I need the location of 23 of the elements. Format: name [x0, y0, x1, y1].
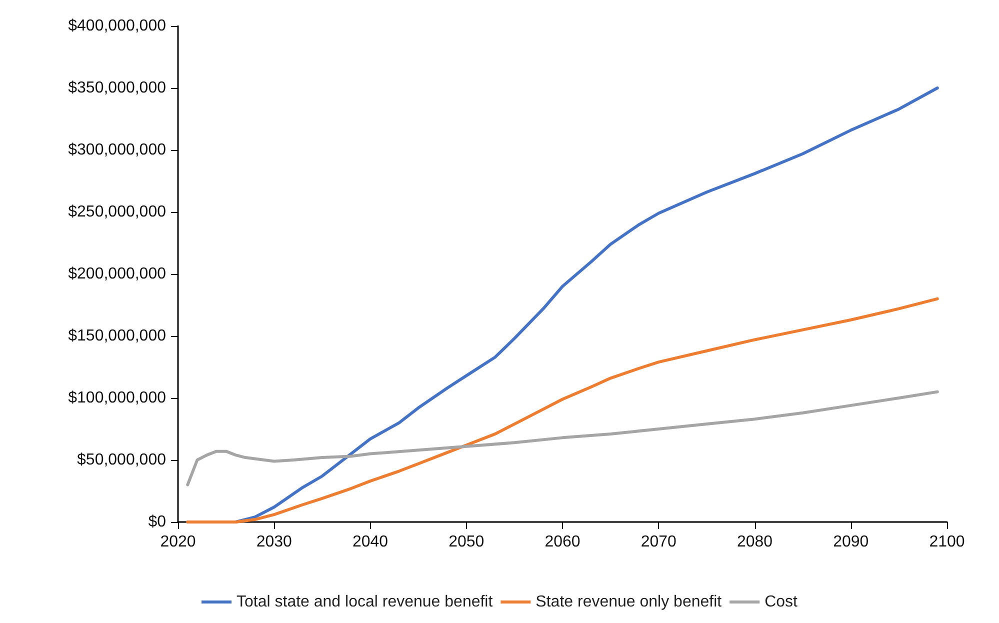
- y-tick-label: $400,000,000: [68, 18, 166, 34]
- x-tick-label: 2050: [448, 534, 484, 550]
- line-series: [186, 297, 939, 524]
- x-tick-label: 2090: [833, 534, 869, 550]
- legend-label: Cost: [764, 594, 798, 610]
- x-tick-label: 2070: [640, 534, 677, 550]
- x-tick-label: 2060: [544, 534, 580, 550]
- x-tick-label: 2100: [929, 534, 965, 550]
- y-tick-label: $200,000,000: [68, 266, 166, 282]
- x-tick-label: 2080: [736, 534, 773, 550]
- y-tick-label: $350,000,000: [68, 80, 166, 96]
- y-tick-label: $250,000,000: [68, 204, 166, 220]
- legend-label: Total state and local revenue benefit: [236, 594, 494, 610]
- y-tick-label: $100,000,000: [68, 390, 166, 406]
- y-tick-label: $0: [148, 514, 166, 530]
- x-tick-label: 2030: [256, 534, 292, 550]
- y-tick-label: $150,000,000: [68, 328, 166, 344]
- x-tick-label: 2040: [352, 534, 388, 550]
- y-tick-label: $300,000,000: [68, 142, 166, 158]
- y-tick-label: $50,000,000: [77, 452, 166, 468]
- legend-label: State revenue only benefit: [536, 594, 722, 610]
- line-series: [186, 390, 939, 486]
- x-tick-label: 2020: [160, 534, 196, 550]
